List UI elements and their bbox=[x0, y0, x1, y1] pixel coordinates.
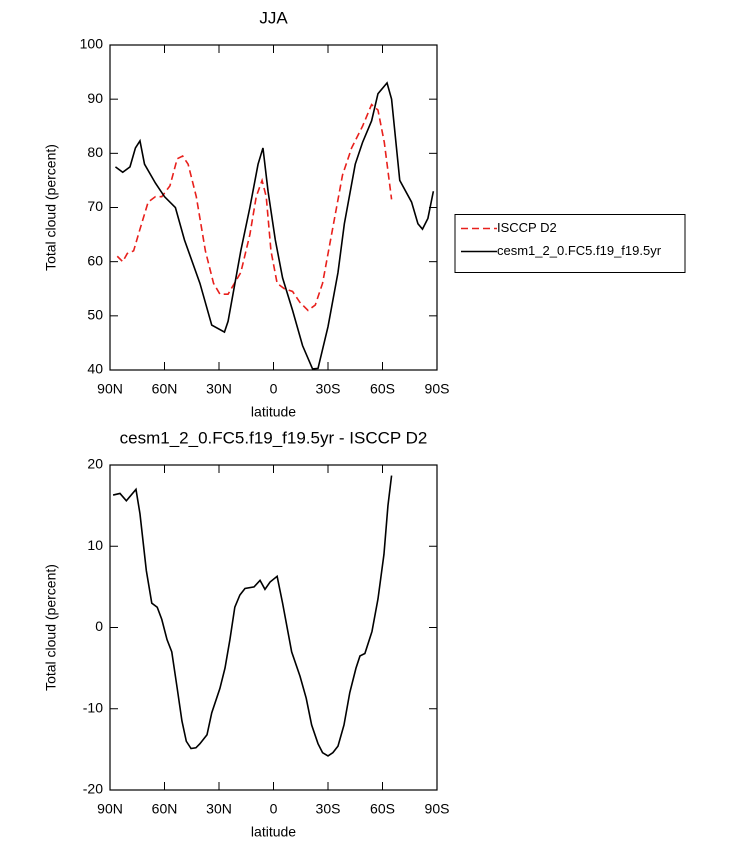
y-tick-label: -20 bbox=[83, 781, 103, 797]
y-tick-label: -10 bbox=[83, 699, 103, 715]
x-tick-label: 60N bbox=[152, 801, 178, 817]
legend-label: cesm1_2_0.FC5.f19_f19.5yr bbox=[497, 243, 662, 258]
x-axis-label: latitude bbox=[251, 404, 296, 420]
y-tick-label: 70 bbox=[87, 198, 103, 214]
y-tick-label: 80 bbox=[87, 144, 103, 160]
chart-title: JJA bbox=[259, 8, 288, 27]
y-tick-label: 40 bbox=[87, 361, 103, 377]
y-axis-label: Total cloud (percent) bbox=[43, 564, 59, 691]
x-tick-label: 30S bbox=[316, 801, 341, 817]
x-tick-label: 30S bbox=[316, 381, 341, 397]
x-tick-label: 0 bbox=[270, 381, 278, 397]
data-line bbox=[112, 475, 393, 757]
y-tick-label: 90 bbox=[87, 90, 103, 106]
legend-box bbox=[454, 214, 686, 273]
data-line bbox=[116, 103, 393, 312]
plot-frame bbox=[109, 464, 438, 791]
x-tick-label: 30N bbox=[206, 801, 232, 817]
y-tick-label: 60 bbox=[87, 252, 103, 268]
legend-label: ISCCP D2 bbox=[497, 220, 557, 235]
x-tick-label: 90N bbox=[97, 381, 123, 397]
x-tick-label: 90S bbox=[425, 381, 450, 397]
chart-title: cesm1_2_0.FC5.f19_f19.5yr - ISCCP D2 bbox=[120, 428, 428, 447]
x-tick-label: 30N bbox=[206, 381, 232, 397]
x-axis-label: latitude bbox=[251, 824, 296, 840]
y-tick-label: 20 bbox=[87, 456, 103, 472]
y-tick-label: 50 bbox=[87, 307, 103, 323]
x-tick-label: 0 bbox=[270, 801, 278, 817]
y-tick-label: 10 bbox=[87, 537, 103, 553]
x-tick-label: 90N bbox=[97, 801, 123, 817]
x-tick-label: 60S bbox=[370, 801, 395, 817]
y-tick-label: 0 bbox=[95, 618, 103, 634]
y-tick-label: 100 bbox=[80, 36, 104, 52]
data-line bbox=[114, 81, 435, 370]
x-tick-label: 60S bbox=[370, 381, 395, 397]
x-tick-label: 60N bbox=[152, 381, 178, 397]
plot-frame bbox=[109, 44, 438, 371]
y-axis-label: Total cloud (percent) bbox=[43, 144, 59, 271]
x-tick-label: 90S bbox=[425, 801, 450, 817]
